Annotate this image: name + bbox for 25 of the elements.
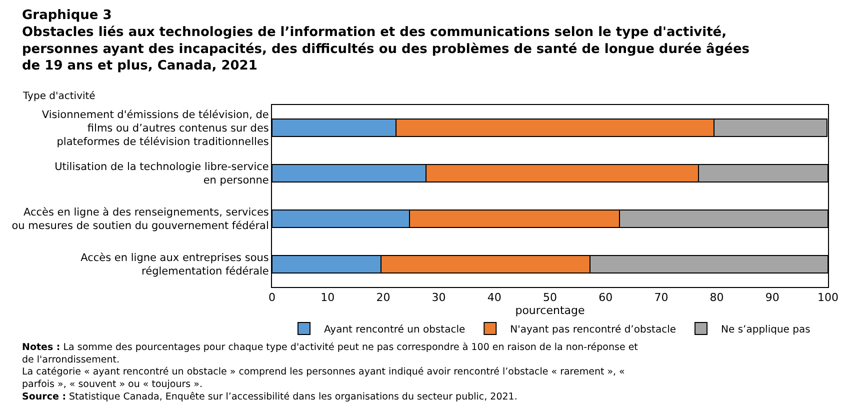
- x-tick-label: 0: [268, 291, 276, 304]
- x-tick-label: 30: [432, 291, 446, 304]
- x-tick-label: 60: [598, 291, 613, 304]
- legend-label: Ne s’applique pas: [721, 324, 810, 336]
- x-tick-label: 70: [654, 291, 668, 304]
- x-tick-label: 80: [710, 291, 724, 304]
- x-tick-label: 20: [376, 291, 390, 304]
- x-axis-title: pourcentage: [515, 304, 586, 318]
- y-tick-label: Utilisation de la technologie libre-service en personne: [54, 161, 269, 187]
- y-tick-label: Visionnement d'émissions de télévision, de films ou d’autres contenus sur des plateformes de télévision traditionnelles: [42, 108, 269, 148]
- y-tick-label: Accès en ligne à des renseignements, services ou mesures de soutien du gouvernement fédéral: [12, 206, 269, 232]
- chart-subtitle: Obstacles liés aux technologies de l’information et des communications selon le type d'activité, personnes ayant des incapacités, des difficultés ou des problèmes de santé de longue durée âgées de 19 ans et plus, Canada, 2021: [22, 24, 750, 74]
- x-tick-label: 90: [765, 291, 780, 304]
- x-tick-label: 100: [818, 291, 838, 304]
- text: Graphique 3: [22, 8, 112, 23]
- x-tick-label: 50: [543, 291, 557, 304]
- legend-label: N'ayant pas rencontré d’obstacle: [510, 324, 676, 336]
- y-tick-label: Accès en ligne aux entreprises sous réglementation fédérale: [80, 252, 269, 278]
- y-axis-title: Type d'activité: [22, 91, 96, 102]
- x-tick-label: 40: [487, 291, 502, 304]
- x-tick-label: 10: [320, 291, 335, 304]
- source-note: Source : Statistique Canada, Enquête sur l’accessibilité dans les organisations du secteur public, 2021.: [22, 391, 518, 402]
- text: La catégorie « ayant rencontré un obstacle » comprend les personnes ayant indiqué avoir rencontré l’obstacle « rarement », « parfois », « souvent » ou « toujours ».: [22, 366, 625, 390]
- legend-label: Ayant rencontré un obstacle: [324, 324, 466, 336]
- text: Notes : La somme des pourcentages pour chaque type d'activité peut ne pas correspondre à 100 en raison de la non-réponse et de l'arrondissement.: [22, 342, 638, 366]
